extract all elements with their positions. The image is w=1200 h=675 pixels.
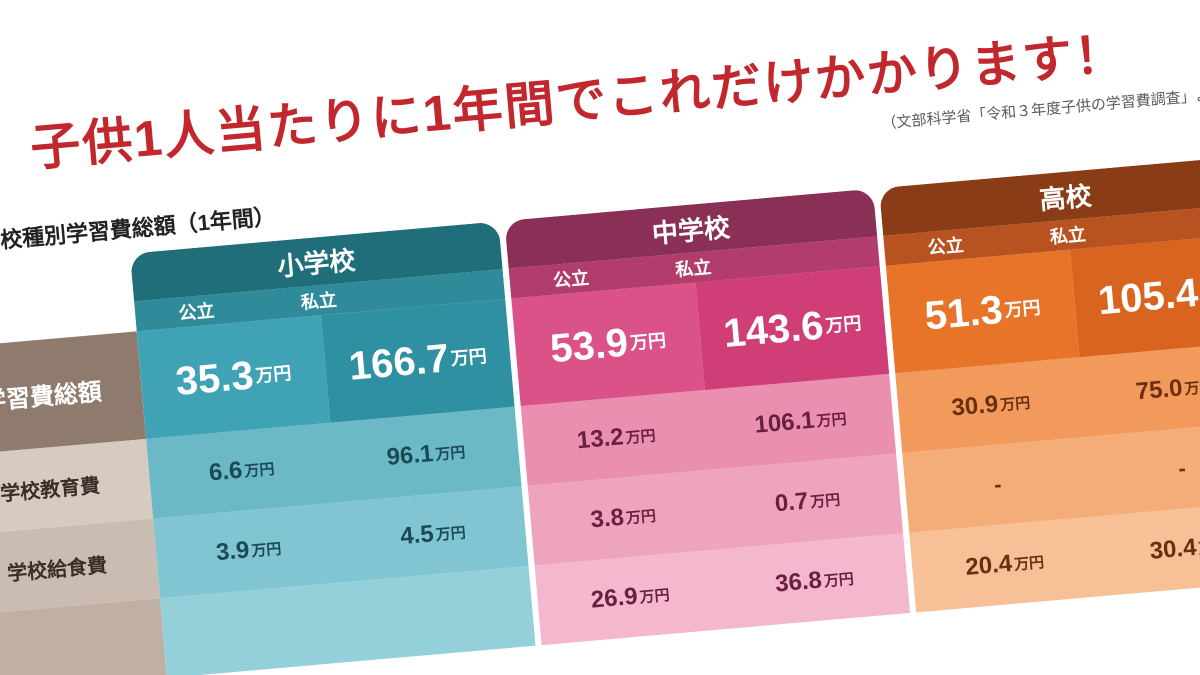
data-cell: - bbox=[1086, 421, 1200, 517]
label-total: 学習費総額 bbox=[0, 331, 146, 456]
data-cell bbox=[160, 582, 351, 675]
rotated-content: 子供1人当たりに1年間でこれだけかかります！ （文部科学省「令和３年度子供の学習… bbox=[0, 0, 1200, 675]
total-cell: 105.4万円 bbox=[1070, 234, 1200, 358]
data-cell: 20.4万円 bbox=[909, 517, 1100, 613]
total-cell: 166.7万円 bbox=[321, 299, 515, 423]
total-cell: 35.3万円 bbox=[137, 315, 331, 439]
headline: 子供1人当たりに1年間でこれだけかかります！ bbox=[0, 0, 1200, 196]
data-cell: 30.4万円 bbox=[1093, 501, 1200, 597]
school-column: 小学校公立私立35.3万円166.7万円6.6万円96.1万円3.9万円4.5万… bbox=[130, 221, 536, 675]
data-cell: 26.9万円 bbox=[535, 549, 726, 645]
total-cell: 53.9万円 bbox=[511, 282, 705, 406]
total-cell: 143.6万円 bbox=[696, 266, 890, 390]
label-row bbox=[0, 598, 167, 675]
total-cell: 51.3万円 bbox=[886, 250, 1080, 374]
data-cell bbox=[344, 566, 535, 662]
school-column: 高校公立私立51.3万円105.4万円30.9万円75.0万円--20.4万円3… bbox=[879, 156, 1200, 613]
school-column: 中学校公立私立53.9万円143.6万円13.2万円106.1万円3.8万円0.… bbox=[504, 189, 910, 646]
infographic-canvas: 子供1人当たりに1年間でこれだけかかります！ （文部科学省「令和３年度子供の学習… bbox=[0, 0, 1200, 675]
data-cell: 36.8万円 bbox=[719, 533, 910, 629]
data-cell: 75.0万円 bbox=[1079, 341, 1200, 437]
